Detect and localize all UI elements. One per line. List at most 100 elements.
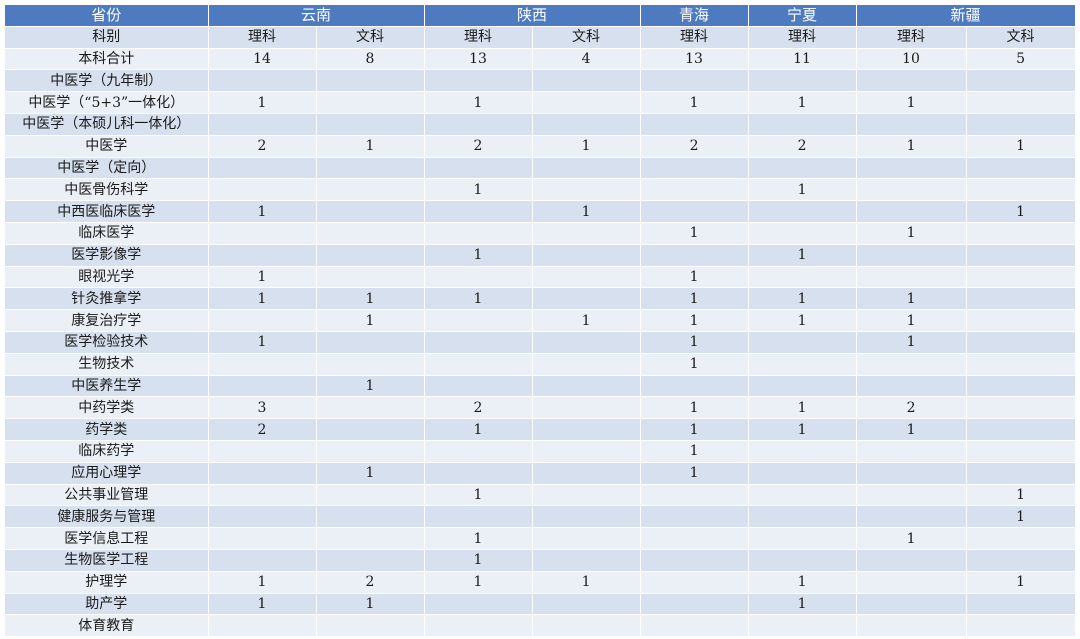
quota-cell: 1 [208, 200, 317, 223]
quota-cell [316, 527, 425, 550]
quota-cell: 1 [532, 200, 641, 223]
quota-cell [208, 353, 317, 376]
quota-cell: 1 [316, 309, 425, 332]
quota-cell: 1 [208, 331, 317, 354]
major-name: 中医学（“5+3”一体化） [5, 91, 209, 114]
table-row: 健康服务与管理 1 [5, 505, 1076, 529]
quota-cell [640, 69, 749, 93]
major-name: 应用心理学 [5, 462, 209, 485]
subject-type-cell: 文科 [966, 26, 1076, 49]
quota-cell [208, 505, 317, 529]
quota-cell [748, 549, 857, 572]
quota-cell: 1 [208, 266, 317, 289]
quota-cell [532, 593, 641, 616]
quota-cell: 1 [856, 91, 967, 114]
quota-cell: 1 [640, 396, 749, 420]
quota-cell: 1 [208, 91, 317, 114]
province-shaanxi: 陕西 [424, 5, 641, 27]
quota-cell [316, 418, 425, 441]
quota-cell [208, 113, 317, 136]
quota-cell [966, 375, 1076, 398]
quota-cell: 1 [856, 331, 967, 354]
quota-cell [748, 353, 857, 376]
province-qinghai: 青海 [640, 5, 749, 27]
quota-cell: 14 [208, 48, 317, 71]
table-row: 中医学（“5+3”一体化） 1 1 1 1 1 [5, 91, 1076, 114]
quota-cell [424, 505, 533, 529]
quota-cell [966, 549, 1076, 572]
major-name: 中医学（九年制） [5, 69, 209, 93]
quota-cell [748, 157, 857, 180]
quota-cell [748, 484, 857, 507]
quota-cell: 1 [748, 396, 857, 420]
quota-cell [316, 266, 425, 289]
quota-cell: 1 [966, 571, 1076, 594]
table-row: 助产学 1 1 1 [5, 593, 1076, 616]
table-row: 中医学（九年制） [5, 69, 1076, 93]
table-row: 医学信息工程 1 1 [5, 527, 1076, 550]
quota-cell [532, 527, 641, 550]
table-row: 针灸推拿学 1 1 1 1 1 1 [5, 287, 1076, 311]
quota-cell: 1 [316, 287, 425, 311]
table-row: 中药学类 3 2 1 1 2 [5, 396, 1076, 420]
quota-cell [856, 266, 967, 289]
major-name: 中医养生学 [5, 375, 209, 398]
quota-cell [208, 375, 317, 398]
subject-type-cell: 理科 [640, 26, 749, 49]
quota-cell [316, 200, 425, 223]
quota-cell [748, 440, 857, 463]
major-name: 中医学 [5, 135, 209, 158]
quota-cell [424, 375, 533, 398]
table-row: 康复治疗学 1 1 1 1 1 [5, 309, 1076, 332]
quota-cell [424, 331, 533, 354]
quota-cell: 13 [424, 48, 533, 71]
quota-cell: 1 [208, 571, 317, 594]
quota-cell: 1 [316, 375, 425, 398]
quota-cell [532, 287, 641, 311]
quota-cell [424, 266, 533, 289]
quota-cell: 1 [532, 309, 641, 332]
table-row: 应用心理学 1 1 [5, 462, 1076, 485]
quota-cell [424, 353, 533, 376]
quota-cell: 1 [424, 549, 533, 572]
quota-cell: 1 [640, 331, 749, 354]
quota-cell [424, 593, 533, 616]
quota-cell: 1 [966, 505, 1076, 529]
quota-cell: 1 [640, 418, 749, 441]
quota-cell: 11 [748, 48, 857, 71]
quota-cell: 1 [966, 200, 1076, 223]
major-name: 中医学（定向） [5, 157, 209, 180]
quota-cell [424, 113, 533, 136]
quota-cell [424, 462, 533, 485]
quota-cell: 1 [856, 287, 967, 311]
quota-cell: 10 [856, 48, 967, 71]
quota-cell [532, 614, 641, 638]
quota-cell: 1 [640, 287, 749, 311]
quota-cell [532, 505, 641, 529]
subject-type-row: 科别 理科 文科 理科 文科 理科 理科 理科 文科 [5, 26, 1076, 49]
quota-cell: 1 [640, 266, 749, 289]
quota-cell [316, 244, 425, 267]
quota-cell [532, 266, 641, 289]
major-name: 体育教育 [5, 614, 209, 638]
quota-cell: 1 [208, 287, 317, 311]
quota-cell: 1 [532, 571, 641, 594]
quota-cell [966, 353, 1076, 376]
quota-cell: 1 [856, 222, 967, 245]
quota-cell [316, 396, 425, 420]
quota-cell: 1 [424, 178, 533, 202]
quota-cell: 1 [748, 287, 857, 311]
major-name: 针灸推拿学 [5, 287, 209, 311]
province-header-row: 省份 云南 陕西 青海 宁夏 新疆 [5, 5, 1076, 27]
quota-cell [640, 549, 749, 572]
table-row: 中医学（定向） [5, 157, 1076, 180]
quota-cell: 1 [856, 309, 967, 332]
quota-cell [856, 375, 967, 398]
quota-cell [316, 113, 425, 136]
quota-cell [966, 266, 1076, 289]
quota-cell [208, 244, 317, 267]
quota-cell [856, 353, 967, 376]
quota-cell: 1 [748, 309, 857, 332]
quota-cell [856, 614, 967, 638]
table-row: 生物技术 1 [5, 353, 1076, 376]
